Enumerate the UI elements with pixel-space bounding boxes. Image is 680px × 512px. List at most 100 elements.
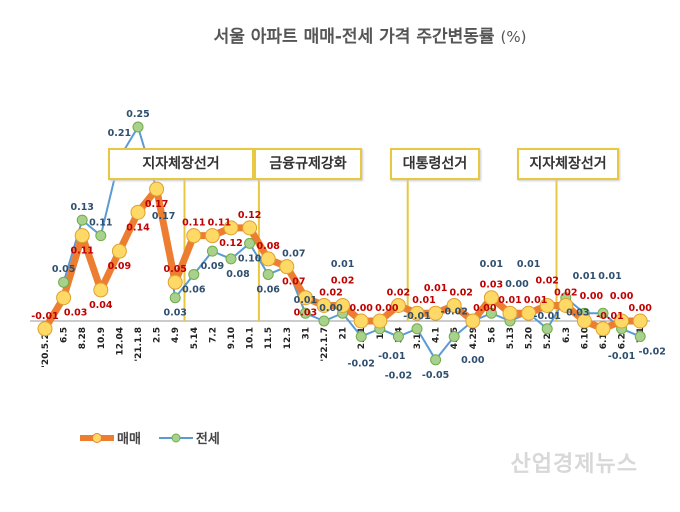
data-label-jeonse: 0.07 [282,249,305,260]
data-label-sale: 0.17 [145,199,168,210]
data-label-sale: 0.00 [610,291,634,302]
data-label-sale: 0.11 [182,218,205,229]
data-label-sale: 0.12 [219,238,242,249]
data-point-sale [390,297,406,313]
legend-item-sale: 매매 [80,428,141,447]
data-point-sale [37,321,53,337]
watermark: 산업경제뉴스 [510,452,638,477]
data-point-jeonse [169,292,181,304]
x-tick-label: 6.24 [618,327,628,349]
data-label-jeonse: -0.01 [608,351,635,362]
data-point-jeonse [188,268,200,280]
data-label-jeonse: -0.01 [403,311,430,322]
data-label-sale: 0.03 [480,280,503,291]
chart-title: 서울 아파트 매매-전세 가격 주간변동률 (%) [0,22,680,47]
data-label-sale: -0.01 [31,311,58,322]
data-label-jeonse: 0.00 [505,279,529,290]
data-label-sale: 0.02 [331,275,354,286]
data-label-sale: 0.03 [64,308,87,319]
data-point-jeonse [430,354,442,366]
data-point-jeonse [634,331,646,343]
legend: 매매 전세 [80,428,220,447]
data-label-jeonse: -0.01 [378,351,405,362]
data-label-sale: 0.04 [89,300,113,311]
data-label-jeonse: 0.01 [598,271,621,282]
data-point-sale [465,313,481,329]
data-label-sale: 0.00 [349,303,373,314]
data-point-sale [223,220,239,236]
data-point-sale [242,220,258,236]
data-label-sale: 0.08 [256,241,280,252]
annotation-local-election-2022: 지자체장선거 [517,148,619,180]
x-tick-label: 10.9 [97,327,107,349]
data-label-jeonse: -0.02 [441,307,468,318]
data-point-sale [316,297,332,313]
x-tick-label: 5.6 [487,327,497,343]
x-tick-label: 12.04 [115,327,125,355]
title-unit: (%) [500,28,527,46]
data-label-sale: -0.01 [596,311,623,322]
data-label-sale: 0.01 [498,295,521,306]
data-point-jeonse [392,331,404,343]
x-tick-label: 10.1 [246,327,256,349]
data-point-sale [279,259,295,275]
data-point-jeonse [411,323,423,335]
data-label-jeonse: 0.01 [517,259,540,270]
x-tick-label: 8.28 [78,327,88,349]
data-label-jeonse: 0.10 [238,253,262,264]
data-label-jeonse: 0.06 [182,284,206,295]
data-point-jeonse [132,121,144,133]
data-point-sale [204,228,220,244]
data-point-sale [483,290,499,306]
data-label-sale: 0.00 [628,303,652,314]
x-tick-label: 9.10 [227,327,237,349]
legend-item-jeonse: 전세 [158,428,220,447]
x-tick-label: 2.5 [153,327,163,343]
data-label-jeonse: 0.01 [331,259,354,270]
data-point-sale [595,321,611,337]
data-label-sale: 0.01 [412,295,435,306]
data-label-jeonse: 0.05 [52,264,75,275]
data-point-jeonse [58,276,70,288]
data-label-sale: 0.11 [208,218,231,229]
x-tick-label: 5.14 [190,327,200,349]
data-point-jeonse [299,307,311,319]
x-tick-label: '22.1.7 [320,327,330,362]
data-label-jeonse: 0.01 [573,271,596,282]
data-point-sale [353,313,369,329]
data-point-sale [130,204,146,220]
data-point-sale [521,305,537,321]
data-point-sale [372,313,388,329]
data-label-jeonse: -0.02 [639,347,666,358]
data-point-jeonse [597,307,609,319]
data-point-sale [576,313,592,329]
x-tick-label: 5.20 [525,327,535,349]
data-point-sale [539,297,555,313]
data-point-sale [632,313,648,329]
data-point-sale [428,305,444,321]
x-tick-label: 31 [301,327,311,340]
data-label-sale: 0.11 [70,246,93,257]
data-point-sale [260,251,276,267]
x-tick-label: 11.5 [264,327,274,349]
data-label-sale: 0.00 [580,291,604,302]
data-label-sale: 0.02 [535,275,558,286]
data-label-jeonse: 0.09 [201,261,224,272]
data-label-sale: 0.02 [387,287,410,298]
data-label-jeonse: 0.01 [480,259,503,270]
data-point-sale [149,181,165,197]
x-tick-label: 4.29 [469,327,479,349]
data-point-jeonse [225,253,237,265]
data-label-sale: 0.02 [449,287,472,298]
data-point-sale [502,305,518,321]
x-tick-label: 4.9 [171,327,181,343]
data-label-jeonse: -0.02 [348,359,375,370]
data-point-sale [186,228,202,244]
data-label-jeonse: 0.08 [226,269,250,280]
data-point-sale [614,313,630,329]
x-tick-label: 5.27 [543,327,553,349]
data-point-jeonse [448,331,460,343]
x-tick-label: 6.3 [562,327,572,343]
x-tick-label: 12.3 [283,327,293,349]
